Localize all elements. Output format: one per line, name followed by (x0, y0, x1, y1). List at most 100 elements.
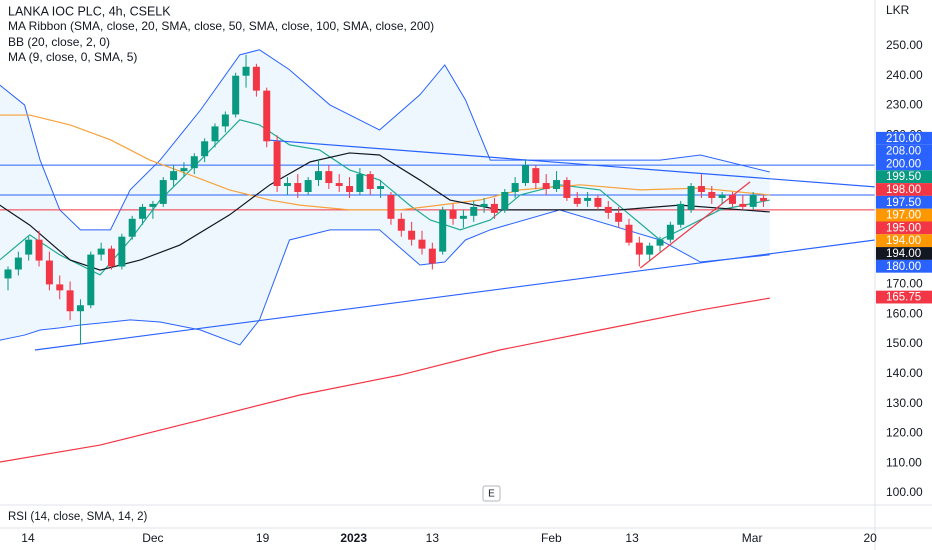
candle-body (170, 171, 178, 181)
price-label-box (876, 259, 932, 273)
candle-body (366, 174, 374, 190)
candle-body (459, 215, 467, 219)
candle-body (242, 66, 250, 76)
price-label-box (876, 247, 932, 260)
candle-body (190, 156, 198, 169)
price-label: 180.00 (886, 261, 921, 273)
candle-body (501, 191, 509, 210)
x-tick-label: Mar (742, 531, 763, 545)
indicator-legend: MA Ribbon (SMA, close, 20, SMA, close, 5… (8, 19, 434, 33)
candle-body (56, 284, 64, 291)
overlay-line (0, 114, 770, 211)
price-label: 200.00 (886, 158, 921, 170)
events-button[interactable] (482, 485, 501, 502)
candle-body (749, 194, 757, 207)
candle-body (687, 186, 695, 210)
candle-body (739, 203, 747, 207)
y-tick-label: 160.00 (886, 306, 923, 320)
candle-body (521, 165, 529, 184)
price-label-box (876, 144, 932, 158)
price-label-box (876, 170, 932, 184)
band-fill (0, 49, 770, 345)
candle-body (666, 224, 674, 240)
price-label: 210.00 (886, 133, 921, 145)
candle-body (4, 269, 12, 279)
x-tick-label: 2023 (340, 531, 367, 545)
y-tick-label: 130.00 (886, 396, 923, 410)
price-label: 197.50 (886, 197, 921, 209)
candle-body (708, 191, 716, 198)
candle-body (304, 180, 312, 192)
candle-body (66, 290, 74, 312)
candle-body (646, 245, 654, 255)
candle-body (677, 203, 685, 225)
candle-body (159, 180, 167, 204)
x-tick-label: 14 (21, 531, 35, 545)
candle-body (718, 194, 726, 198)
overlay-line (264, 139, 875, 188)
candle-body (263, 90, 271, 142)
overlay-line (34, 239, 875, 351)
candle-body (728, 194, 736, 204)
candle-body (615, 212, 623, 222)
x-tick-label: 13 (426, 531, 440, 545)
candle-body (563, 180, 571, 198)
candle-body (377, 186, 385, 190)
candle-body (511, 183, 519, 192)
candle-body (604, 206, 612, 213)
overlay-line (0, 152, 770, 271)
candle-body (553, 180, 561, 190)
candle-body (418, 239, 426, 249)
candle-body (107, 248, 115, 267)
candle-body (128, 218, 136, 237)
candle-body (542, 183, 550, 190)
y-tick-label: 140.00 (886, 366, 923, 380)
candle-body (14, 257, 22, 270)
candle-body (532, 168, 540, 184)
y-tick-label: 100.00 (886, 485, 923, 499)
candle-body (387, 194, 395, 219)
candle-body (139, 206, 147, 219)
candle-body (697, 186, 705, 192)
price-label-box (876, 195, 932, 209)
candle-body (346, 186, 354, 192)
candle-body (584, 197, 592, 201)
candle-body (149, 203, 157, 207)
y-tick-label: 150.00 (886, 336, 923, 350)
price-label-box (876, 234, 932, 248)
candle-body (656, 239, 664, 246)
price-label: 195.00 (886, 222, 921, 234)
y-tick-label: 230.00 (886, 98, 923, 112)
candle-body (594, 197, 602, 207)
overlay-line (0, 119, 770, 276)
price-label: 208.00 (886, 146, 921, 158)
candle-body (480, 203, 488, 207)
price-label: 194.00 (886, 235, 921, 247)
candle-body (180, 168, 188, 172)
candle-body (87, 254, 95, 306)
price-label-box (876, 157, 932, 171)
x-tick-label: 19 (256, 531, 270, 545)
price-label-box (876, 221, 932, 235)
x-tick-label: 13 (625, 531, 639, 545)
price-label-box (876, 183, 932, 196)
rsi-legend: RSI (14, close, SMA, 14, 2) (8, 511, 148, 523)
candle-body (232, 75, 240, 115)
plot-area (0, 49, 875, 463)
candle-body (294, 183, 302, 192)
price-label: 197.00 (886, 210, 921, 222)
y-tick-label: 240.00 (886, 68, 923, 82)
candle-body (573, 197, 581, 204)
x-tick-label: 20 (863, 531, 877, 545)
price-label-box (876, 131, 932, 145)
overlay-line (0, 297, 770, 463)
price-label: 199.50 (886, 171, 921, 183)
events-button-label[interactable]: E (488, 489, 495, 500)
indicator-legend: BB (20, close, 2, 0) (8, 35, 110, 49)
candle-body (35, 239, 43, 261)
indicator-legend: MA (9, close, 0, SMA, 5) (8, 50, 137, 64)
price-label-box (876, 290, 932, 304)
x-tick-label: Feb (541, 531, 562, 545)
candle-body (314, 171, 322, 181)
